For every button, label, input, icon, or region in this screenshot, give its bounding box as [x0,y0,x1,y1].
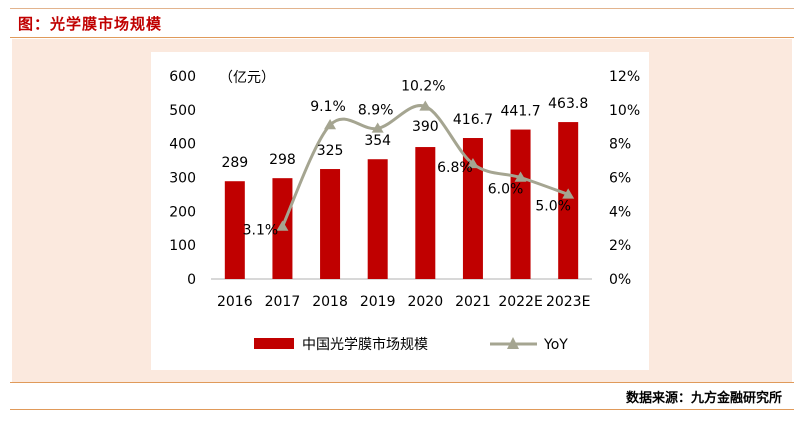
x-tick-label: 2018 [312,294,348,310]
caption-bar: 图：光学膜市场规模 [10,9,794,38]
y2-tick-label: 2% [609,238,631,254]
bar-value-label: 416.7 [453,112,493,128]
yoy-value-label: 8.9% [358,102,394,118]
y-tick-label: 200 [169,204,196,220]
x-tick-label: 2022E [498,294,542,310]
yoy-value-label: 3.1% [243,223,279,239]
bar-value-label: 298 [269,152,296,168]
figure-frame [10,8,794,409]
figure-caption: 图：光学膜市场规模 [18,14,163,33]
yoy-marker [276,220,289,231]
yoy-marker [514,171,527,182]
bar [320,169,341,279]
bar-value-label: 390 [412,119,439,135]
bar [462,138,483,279]
bar-series [224,122,579,280]
bar [224,181,245,279]
y-tick-label: 0 [187,272,196,288]
data-labels: 289 298 325 354 390 416.7 441.7 463.8 3.1% 9.1% 8.… [221,78,588,238]
y-tick-label: 100 [169,238,196,254]
y-tick-label: 600 [169,69,196,85]
y2-tick-label: 4% [609,204,631,220]
bar [367,159,388,279]
bar-value-label: 463.8 [548,96,588,112]
yoy-marker [419,100,432,111]
yoy-value-label: 9.1% [310,99,346,115]
bar-value-label: 289 [221,155,248,171]
bar [415,147,436,279]
yoy-value-label: 10.2% [401,78,445,94]
yoy-series [276,100,575,231]
x-tick-label: 2016 [217,294,253,310]
axes: 01002003004005006000%2%4%6%8%10%12%（亿元）2… [169,69,640,310]
x-tick-label: 2019 [360,294,396,310]
yoy-value-label: 6.8% [437,160,473,176]
yoy-value-label: 5.0% [535,198,571,214]
y-tick-label: 500 [169,103,196,119]
yoy-marker [562,188,575,199]
legend-line-marker [507,337,519,349]
y-tick-label: 300 [169,171,196,187]
x-tick-label: 2023E [546,294,590,310]
legend-bar-label: 中国光学膜市场规模 [302,336,428,353]
y-tick-label: 400 [169,137,196,153]
yoy-value-label: 6.0% [488,182,524,198]
bar-value-label: 441.7 [501,104,541,120]
yoy-marker [371,122,384,133]
source-bar: 数据来源：九方金融研究所 [10,382,794,410]
yoy-marker [324,119,337,130]
yoy-marker [466,157,479,169]
y2-tick-label: 8% [609,137,631,153]
bar-value-label: 354 [364,133,391,149]
legend-line-label: YoY [543,337,568,353]
legend-bar-swatch [254,338,294,349]
chart-svg: 01002003004005006000%2%4%6%8%10%12%（亿元）2… [169,69,640,353]
y2-tick-label: 12% [609,69,640,85]
x-tick-label: 2021 [455,294,491,310]
bar-value-label: 325 [317,143,344,159]
bar [558,122,579,280]
y2-tick-label: 0% [609,272,631,288]
y2-tick-label: 10% [609,103,640,119]
unit-label: （亿元） [219,70,275,86]
y2-tick-label: 6% [609,171,631,187]
source-note: 数据来源：九方金融研究所 [625,391,782,406]
bar [510,129,531,279]
chart-area: 0 100 200 300 400 500 600 0% 2% 4% 6% 8% 10% 12% （亿元） 2… [151,52,649,370]
legend: 中国光学膜市场规模 YoY [254,336,568,353]
x-tick-label: 2020 [407,294,443,310]
x-tick-label: 2017 [265,294,301,310]
